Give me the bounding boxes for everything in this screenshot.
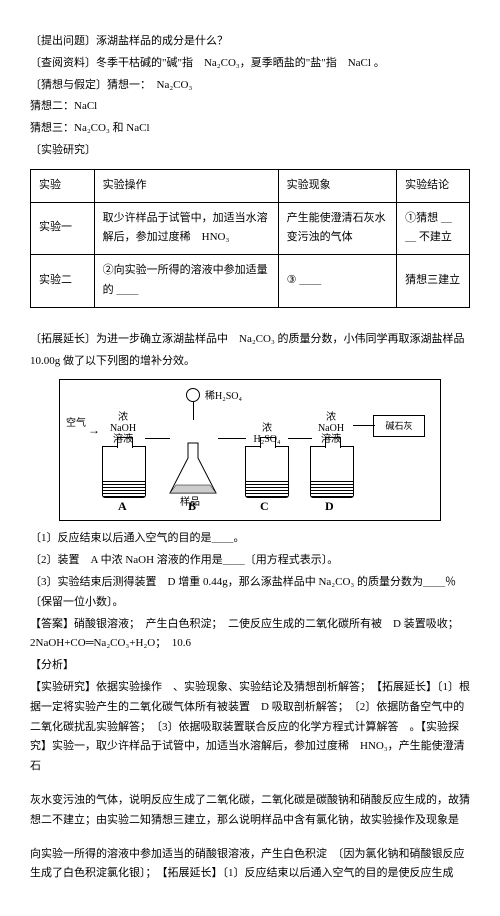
bottle-a — [102, 446, 146, 498]
r1-phen: 产生能使澄清石灰水变污浊的气体 — [278, 202, 397, 255]
th-experiment: 实验 — [31, 169, 95, 202]
tube1 — [145, 438, 170, 439]
letter-c: C — [260, 496, 269, 518]
tube2 — [218, 438, 246, 439]
guess1-line: 〔猜想与假定〕猜想一： Na₂CO₃ — [30, 76, 470, 96]
r1-op: 取少许样品于试管中，加适当水溶解后，参加过度稀 HNO₃ — [94, 202, 278, 255]
question-line: 〔提出问题〕涿湖盐样品的成分是什么？ — [30, 32, 470, 52]
sub-q2: 〔2〕装置 A 中浓 NaOH 溶液的作用是＿＿〔用方程式表示〕。 — [30, 551, 470, 571]
bottle-d — [310, 446, 354, 498]
guess3-line: 猜想三：Na₂CO₃ 和 NaCl — [30, 119, 470, 139]
th-phenomenon: 实验现象 — [278, 169, 397, 202]
label-naoh-a: 浓 NaOH 溶液 — [98, 412, 148, 445]
lime-tube: 碱石灰 — [373, 415, 425, 437]
th-conclusion: 实验结论 — [397, 169, 470, 202]
experiment-header: 〔实验研究〕 — [30, 141, 470, 161]
label-naoh-d: 浓 NaOH 溶液 — [306, 412, 356, 445]
tube4 — [353, 425, 375, 426]
label-h2so4-c: 浓 H₂SO₄ — [242, 423, 292, 445]
sub-q1: 〔1〕反应结束以后通入空气的目的是＿＿。 — [30, 529, 470, 549]
letter-a: A — [118, 496, 127, 518]
material-line: 〔查阅资料〕冬季干枯碱的"碱"指 Na₂CO₃，夏季晒盐的"盐"指 NaCl 。 — [30, 54, 470, 74]
flask-b — [168, 443, 218, 498]
analysis-header: 【分析】 — [30, 656, 470, 676]
apparatus-diagram: 空气 → 浓 NaOH 溶液 A 稀H₂SO₄ 样品 B 浓 H₂SO₄ C 浓… — [59, 379, 441, 521]
letter-b: B — [188, 496, 196, 518]
r2-conc: 猜想三建立 — [397, 255, 470, 308]
bottle-c — [245, 446, 289, 498]
extension-line1: 〔拓展延长〕为进一步确立涿湖盐样品中 Na₂CO₃ 的质量分数，小伟同学再取涿湖… — [30, 330, 470, 350]
tube3 — [288, 438, 312, 439]
analysis-p2: 灰水变污浊的气体，说明反应生成了二氧化碳，二氧化碳是碳酸钠和硝酸反应生成的，故猜… — [30, 791, 470, 831]
r1-conc: ①猜想 ＿＿ 不建立 — [397, 202, 470, 255]
th-operation: 实验操作 — [94, 169, 278, 202]
guess2-line: 猜想二：NaCl — [30, 97, 470, 117]
r2-op: ②向实验一所得的溶液中参加适量的 ＿＿ — [94, 255, 278, 308]
experiment-table: 实验 实验操作 实验现象 实验结论 实验一 取少许样品于试管中，加适当水溶解后，… — [30, 169, 470, 308]
analysis-p1: 【实验研究】依据实验操作 、实验现象、实验结论及猜想剖析解答； 【拓展延长】〔1… — [30, 678, 470, 777]
r2-phen: ③ ＿＿ — [278, 255, 397, 308]
analysis-p3: 向实验一所得的溶液中参加适当的硝酸银溶液，产生白色积淀 〔因为氯化钠和硝酸银反应… — [30, 845, 470, 885]
sub-q3: 〔3〕实验结束后测得装置 D 增重 0.44g，那么涿盐样品中 Na₂CO₃ 的… — [30, 573, 470, 613]
r2-name: 实验二 — [31, 255, 95, 308]
letter-d: D — [325, 496, 334, 518]
h2so4-top-label: 稀H₂SO₄ — [205, 388, 242, 406]
answer-line: 【答案】硝酸银溶液； 产生白色积淀； 二使反应生成的二氧化碳所有被 D 装置吸收… — [30, 615, 470, 655]
funnel-icon — [185, 388, 201, 404]
extension-line2: 10.00g 做了以下列图的增补分效。 — [30, 352, 470, 372]
air-label: 空气 — [66, 415, 86, 433]
r1-name: 实验一 — [31, 202, 95, 255]
